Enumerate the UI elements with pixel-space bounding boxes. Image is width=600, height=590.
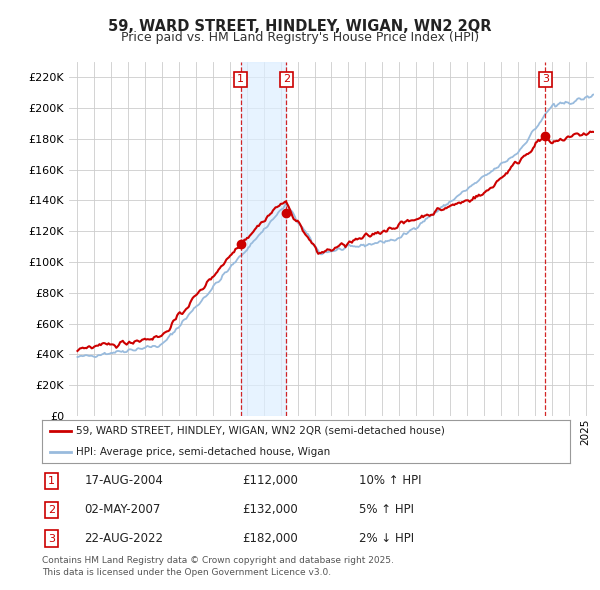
Text: £112,000: £112,000: [242, 474, 299, 487]
Text: 3: 3: [48, 533, 55, 543]
Text: 2: 2: [48, 505, 55, 514]
Text: 17-AUG-2004: 17-AUG-2004: [84, 474, 163, 487]
Text: 3: 3: [542, 74, 549, 84]
Text: 1: 1: [237, 74, 244, 84]
Text: 5% ↑ HPI: 5% ↑ HPI: [359, 503, 414, 516]
Text: 02-MAY-2007: 02-MAY-2007: [84, 503, 161, 516]
Text: 10% ↑ HPI: 10% ↑ HPI: [359, 474, 421, 487]
Text: 2: 2: [283, 74, 290, 84]
Text: 22-AUG-2022: 22-AUG-2022: [84, 532, 163, 545]
Text: £182,000: £182,000: [242, 532, 298, 545]
Text: 2% ↓ HPI: 2% ↓ HPI: [359, 532, 414, 545]
Text: £132,000: £132,000: [242, 503, 298, 516]
Text: 59, WARD STREET, HINDLEY, WIGAN, WN2 2QR: 59, WARD STREET, HINDLEY, WIGAN, WN2 2QR: [108, 19, 492, 34]
Text: 1: 1: [48, 476, 55, 486]
Text: 59, WARD STREET, HINDLEY, WIGAN, WN2 2QR (semi-detached house): 59, WARD STREET, HINDLEY, WIGAN, WN2 2QR…: [76, 426, 445, 436]
Text: HPI: Average price, semi-detached house, Wigan: HPI: Average price, semi-detached house,…: [76, 447, 331, 457]
Text: Price paid vs. HM Land Registry's House Price Index (HPI): Price paid vs. HM Land Registry's House …: [121, 31, 479, 44]
Text: Contains HM Land Registry data © Crown copyright and database right 2025.
This d: Contains HM Land Registry data © Crown c…: [42, 556, 394, 577]
Bar: [241, 62, 286, 416]
